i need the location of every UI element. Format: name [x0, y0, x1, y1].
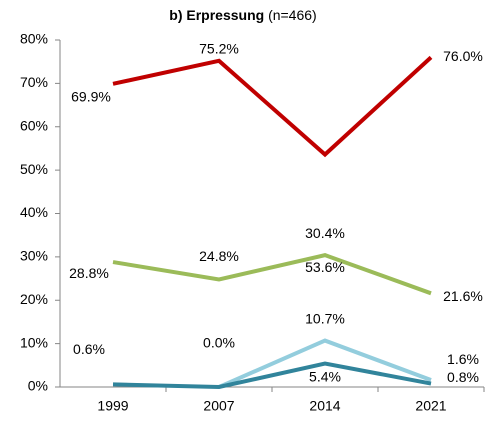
- series-line: [218, 338, 432, 389]
- y-tick-label: 0%: [28, 378, 48, 394]
- data-label: 0.0%: [203, 335, 235, 351]
- data-label: 76.0%: [443, 48, 483, 64]
- chart-title: b) Erpressung: [169, 7, 264, 23]
- series-line: [112, 55, 433, 158]
- y-tick-label: 80%: [20, 31, 48, 47]
- y-tick-label: 70%: [20, 74, 48, 90]
- data-label: 53.6%: [305, 259, 345, 275]
- data-label: 30.4%: [305, 225, 345, 241]
- series-line: [112, 361, 432, 390]
- y-tick-label: 10%: [20, 334, 48, 350]
- y-tick-label: 60%: [20, 117, 48, 133]
- data-label: 75.2%: [199, 41, 239, 57]
- y-tick-label: 40%: [20, 204, 48, 220]
- data-label: 0.8%: [447, 369, 479, 385]
- y-tick-label: 50%: [20, 161, 48, 177]
- data-label: 1.6%: [447, 351, 479, 367]
- data-label: 10.7%: [305, 310, 345, 326]
- y-tick-label: 30%: [20, 248, 48, 264]
- data-label: 69.9%: [71, 89, 111, 105]
- x-tick-label: 1999: [97, 398, 128, 414]
- y-tick-label: 20%: [20, 291, 48, 307]
- x-tick-label: 2007: [203, 398, 234, 414]
- data-label: 0.6%: [73, 341, 105, 357]
- data-label: 21.6%: [443, 288, 483, 304]
- chart-subtitle: (n=466): [268, 7, 317, 23]
- data-label: 28.8%: [69, 265, 109, 281]
- series-line: [112, 253, 432, 296]
- data-label: 24.8%: [199, 248, 239, 264]
- x-tick-label: 2014: [309, 398, 340, 414]
- data-label: 5.4%: [309, 368, 341, 384]
- x-tick-label: 2021: [415, 398, 446, 414]
- chart-title-line: b) Erpressung (n=466): [169, 7, 316, 23]
